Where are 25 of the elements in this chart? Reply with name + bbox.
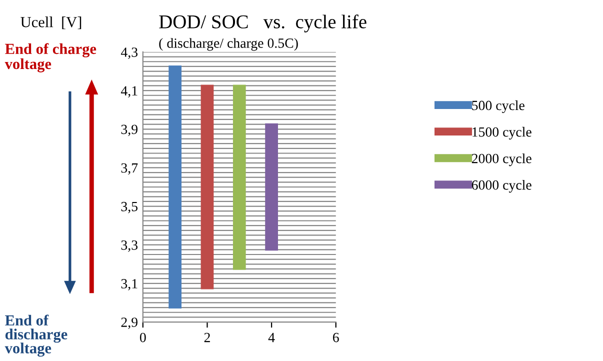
y-tick-label: 3,1 [121, 279, 138, 290]
x-tick-label: 0 [140, 332, 146, 342]
y-tick-label: 3,7 [121, 163, 138, 175]
chart-subtitle: ( discharge/ charge 0.5C) [159, 38, 298, 51]
y-tick-label: 4,1 [120, 86, 138, 98]
text: End of charge voltage [4, 43, 96, 72]
x-tick-label: 2 [204, 332, 210, 342]
x-tick-label: 6 [332, 332, 339, 342]
legend-label: 2000 cycle [472, 153, 532, 166]
bar [232, 84, 246, 270]
y-tick-label: 3,9 [121, 124, 138, 136]
legend-label: 6000 cycle [472, 180, 532, 193]
chart-title: DOD/ SOC vs. cycle life [159, 14, 366, 32]
bar [168, 65, 182, 309]
legend-label: 500 cycle [472, 100, 524, 114]
y-tick-label: 4,3 [120, 48, 138, 59]
y-tick-label: 3,5 [121, 202, 138, 214]
y-tick-label: 3,3 [121, 240, 138, 252]
y-tick-label: 2,9 [121, 318, 138, 329]
bar [265, 123, 278, 251]
legend-label: 1500 cycle [472, 126, 532, 140]
y-axis-title: Ucell [V] [20, 16, 82, 30]
x-tick-label: 4 [268, 332, 275, 342]
text: End of discharge voltage [4, 314, 68, 357]
bar [200, 84, 214, 290]
